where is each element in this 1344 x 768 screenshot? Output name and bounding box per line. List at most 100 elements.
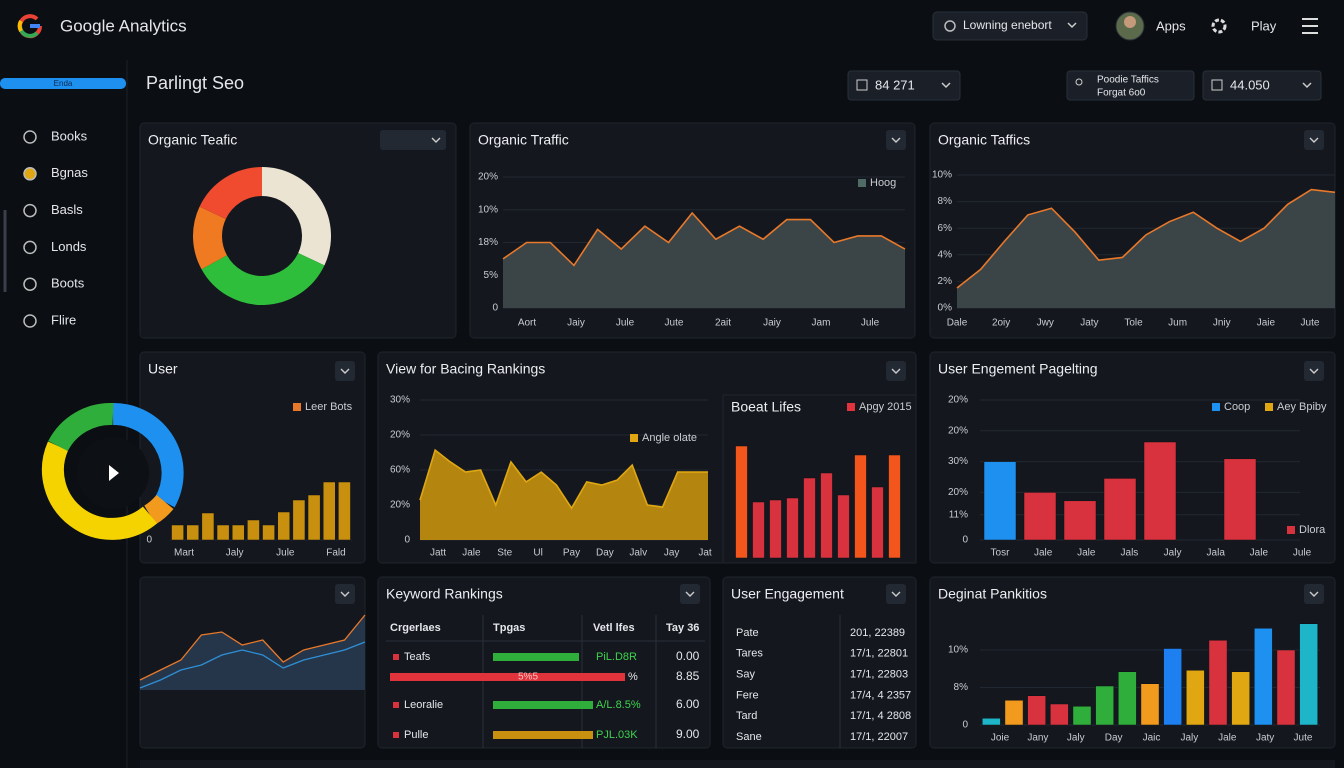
- y-tick-label: 10%: [478, 204, 498, 215]
- play[interactable]: Play: [1251, 18, 1277, 33]
- y-tick-label: 0: [146, 535, 152, 546]
- sidebar-badge[interactable]: [0, 78, 126, 89]
- y-tick-label: 5%: [484, 270, 499, 281]
- menu-icon[interactable]: [1302, 18, 1318, 34]
- bar: [1208, 640, 1228, 726]
- play-button[interactable]: [41, 402, 184, 540]
- x-tick-label: Jale: [462, 548, 481, 559]
- settings-icon[interactable]: [1211, 18, 1227, 34]
- panel-control[interactable]: [886, 584, 906, 604]
- x-tick-label: Jals: [1121, 548, 1139, 559]
- bar: [854, 454, 867, 559]
- line: [139, 614, 366, 681]
- y-tick-label: 4%: [938, 249, 953, 260]
- x-tick-label: Jaiy: [763, 318, 781, 329]
- panel-title: User Engagement: [731, 586, 844, 602]
- chevron: [1309, 368, 1319, 374]
- stat-value: 44.050: [1230, 77, 1270, 92]
- chevron: [340, 591, 350, 597]
- x-tick-label: Jay: [664, 548, 680, 559]
- panel-control[interactable]: [1304, 130, 1324, 150]
- x-tick-label: Tosr: [991, 548, 1011, 559]
- bar: [1254, 628, 1273, 726]
- bar: [820, 472, 833, 559]
- legend-label: Apgy 2015: [859, 401, 912, 413]
- x-tick-label: Tole: [1124, 318, 1143, 329]
- donut-segment: [201, 252, 325, 305]
- y-tick-label: 6%: [938, 223, 953, 234]
- panel-control[interactable]: [1304, 584, 1324, 604]
- progress-bar: [493, 731, 593, 739]
- chevron: [891, 137, 901, 143]
- y-tick-label: 20%: [948, 425, 968, 436]
- panel-control[interactable]: [1304, 361, 1324, 381]
- bar: [803, 477, 816, 559]
- nav-item[interactable]: Londs: [51, 239, 87, 254]
- y-tick-label: 20%: [390, 500, 410, 511]
- badge-text: Enda: [54, 79, 73, 88]
- legend-swatch: [858, 179, 866, 187]
- stat-box[interactable]: [1202, 70, 1322, 101]
- y-tick-label: 0: [962, 535, 968, 546]
- panel-control[interactable]: [886, 361, 906, 381]
- x-tick-label: Jaly: [226, 548, 244, 559]
- bar: [1143, 441, 1177, 541]
- bar: [277, 511, 291, 541]
- bar: [307, 494, 321, 541]
- panel: [139, 122, 457, 339]
- nav-icon: [23, 314, 37, 328]
- nav-item[interactable]: Books: [51, 128, 88, 143]
- x-tick-label: Jale: [1218, 733, 1237, 744]
- bar: [1118, 671, 1137, 726]
- column-header: Tpgas: [493, 622, 525, 634]
- stat-box[interactable]: [847, 70, 961, 101]
- row-label: Say: [736, 669, 755, 681]
- nav-item[interactable]: Boots: [51, 276, 85, 291]
- row-value: 17/1, 22803: [850, 669, 908, 681]
- bar: [186, 524, 200, 541]
- y-tick-label: 20%: [478, 172, 498, 183]
- x-tick-label: Jule: [1293, 548, 1312, 559]
- bar: [1027, 695, 1046, 726]
- bar: [1050, 703, 1069, 726]
- legend-swatch: [1265, 403, 1273, 411]
- row-label: Pulle: [404, 729, 428, 741]
- row-value: 17/1, 4 2808: [850, 710, 911, 722]
- area-line: [419, 448, 708, 510]
- column-header: Crgerlaes: [390, 622, 441, 634]
- panel-title: View for Bacing Rankings: [386, 361, 545, 377]
- x-tick-label: Jaie: [1257, 318, 1276, 329]
- row-value: %: [628, 671, 638, 683]
- ring-part: [112, 402, 184, 508]
- chevron: [1309, 137, 1319, 143]
- x-tick-label: Jule: [276, 548, 295, 559]
- bar: [1186, 670, 1205, 726]
- panel-control[interactable]: [680, 584, 700, 604]
- stat-box[interactable]: [1066, 70, 1195, 101]
- progress-bar: [390, 673, 625, 681]
- panel-control[interactable]: [335, 361, 355, 381]
- nav-item[interactable]: Flire: [51, 312, 76, 327]
- bar: [871, 486, 884, 559]
- panel-control[interactable]: [886, 130, 906, 150]
- legend-swatch: [1287, 526, 1295, 534]
- stat-icon: [856, 79, 868, 91]
- bar: [1095, 685, 1114, 726]
- y-tick-label: 18%: [478, 237, 498, 248]
- nav-item[interactable]: Basls: [51, 202, 83, 217]
- row-label: Teafs: [404, 651, 431, 663]
- search-box[interactable]: [932, 11, 1088, 41]
- bar-label: 5%5: [518, 672, 538, 683]
- panel: [722, 394, 917, 564]
- bar: [983, 461, 1017, 541]
- bar: [1072, 706, 1092, 726]
- nav-item[interactable]: Bgnas: [51, 165, 88, 180]
- row-label: Fere: [736, 689, 759, 701]
- ring-part: [143, 494, 174, 525]
- logo: [17, 14, 43, 39]
- apps[interactable]: Apps: [1156, 18, 1186, 33]
- area-fill: [503, 213, 905, 308]
- bar: [1276, 649, 1296, 726]
- panel-control[interactable]: [335, 584, 355, 604]
- panel-control[interactable]: [380, 130, 446, 150]
